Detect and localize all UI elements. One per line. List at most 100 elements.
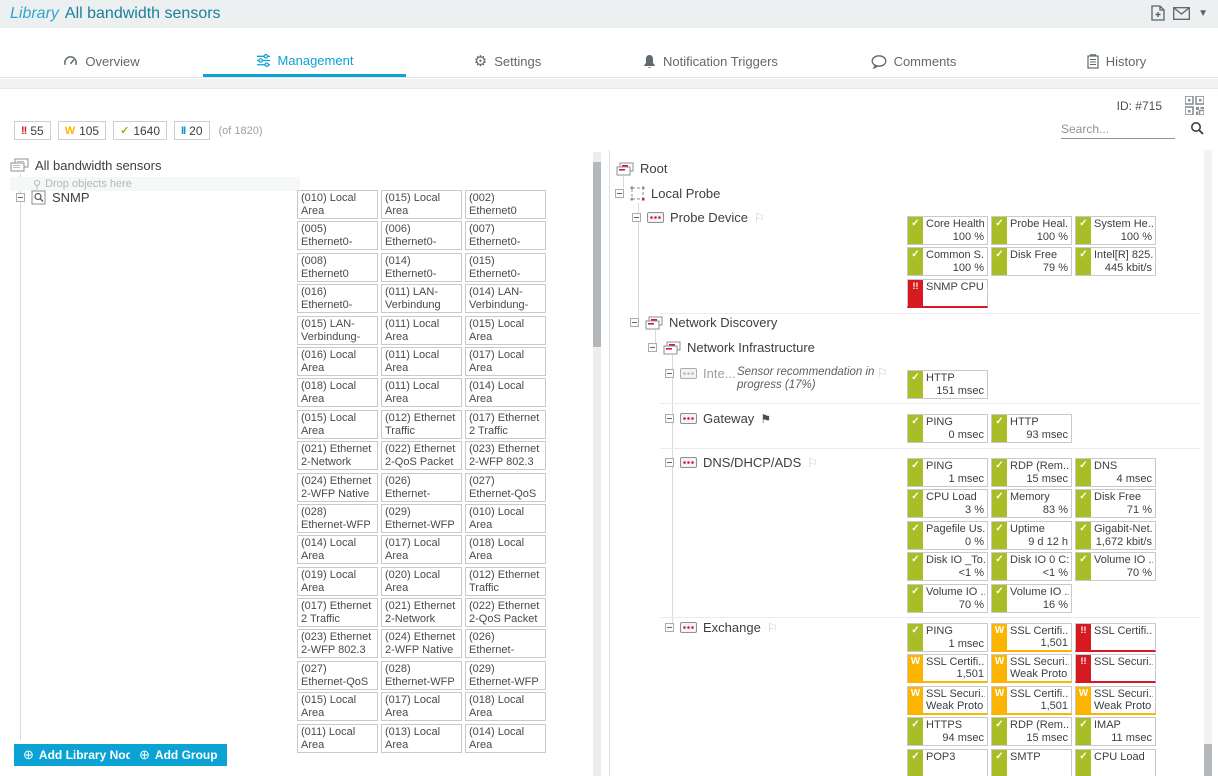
library-sensor-tile[interactable]: (011) Local Area — [381, 315, 462, 345]
collapse-toggle[interactable] — [665, 414, 674, 423]
library-sensor-tile[interactable]: (026) Ethernet-Network — [381, 472, 462, 502]
internet-device-row[interactable]: Inte... — [665, 366, 736, 381]
menu-caret-icon[interactable]: ▼ — [1198, 7, 1208, 19]
right-scrollbar-track[interactable] — [1204, 150, 1212, 776]
priority-flag-icon[interactable]: ⚐ — [766, 620, 778, 635]
library-sensor-tile[interactable]: (029) Ethernet-WFP Native — [381, 503, 462, 533]
sensor-tile[interactable]: SSL Securi... Weak Proto... — [991, 654, 1072, 684]
collapse-toggle[interactable] — [16, 193, 25, 202]
library-sensor-tile[interactable]: (010) Local Area — [297, 190, 378, 219]
sensor-tile[interactable]: CPU Load — [1075, 748, 1156, 776]
probe-device-row[interactable]: Probe Device ⚐ — [632, 210, 765, 225]
sensor-tile[interactable]: RDP (Rem... 15 msec — [991, 458, 1072, 487]
library-sensor-tile[interactable]: (011) Local Area — [381, 378, 462, 408]
sensor-tile[interactable]: Disk IO 0 C: <1 % — [991, 552, 1072, 582]
library-sensor-tile[interactable]: (008) Ethernet0 Traffic — [297, 252, 378, 282]
sensor-tile[interactable]: Core Health 100 % — [907, 216, 988, 245]
sensor-tile[interactable]: Disk Free 71 % — [1075, 489, 1156, 519]
priority-flag-icon[interactable]: ⚐ — [754, 210, 765, 225]
tab-management[interactable]: Management — [203, 46, 406, 77]
sensor-tile[interactable]: Disk IO _To... <1 % — [907, 552, 988, 582]
library-sensor-tile[interactable]: (015) Ethernet0-QoS Packet — [465, 252, 546, 282]
library-sensor-tile[interactable]: (015) Local Area — [465, 315, 546, 345]
library-sensor-tile[interactable]: (015) Local Area — [297, 409, 378, 439]
up-count-badge[interactable]: ✓ 1640 — [113, 121, 168, 140]
library-sensor-tile[interactable]: (005) Ethernet0-WFP Native — [297, 221, 378, 251]
qr-code-icon[interactable] — [1185, 96, 1204, 115]
sensor-tile[interactable]: Uptime 9 d 12 h — [991, 520, 1072, 550]
sensor-tile[interactable]: SNMP CPU... — [907, 278, 988, 308]
library-sensor-tile[interactable]: (017) Local Area — [381, 535, 462, 565]
library-root-row[interactable]: All bandwidth sensors — [10, 158, 161, 173]
collapse-toggle[interactable] — [615, 189, 624, 198]
network-infrastructure-row[interactable]: Network Infrastructure — [648, 340, 815, 355]
library-sensor-tile[interactable]: (007) Ethernet0-WFP 802.3 — [465, 221, 546, 251]
sensor-tile[interactable]: DNS 4 msec — [1075, 458, 1156, 487]
sensor-tile[interactable]: Gigabit-Net... 1,672 kbit/s — [1075, 520, 1156, 550]
library-sensor-tile[interactable]: (027) Ethernet-QoS Packet — [297, 660, 378, 690]
library-sensor-tile[interactable]: (014) Local Area — [297, 535, 378, 565]
dns-device-row[interactable]: DNS/DHCP/ADS ⚐ — [665, 455, 818, 470]
add-group-button[interactable]: ⊕ Add Group — [130, 744, 227, 766]
library-sensor-tile[interactable]: (012) Ethernet Traffic — [381, 409, 462, 439]
sensor-tile[interactable]: SSL Certifi... 1,501 — [991, 685, 1072, 715]
library-sensor-tile[interactable]: (014) Local Area — [465, 723, 546, 753]
sensor-tile[interactable]: Memory 83 % — [991, 489, 1072, 519]
right-scrollbar-thumb[interactable] — [1204, 744, 1212, 776]
sensor-tile[interactable]: POP3 — [907, 748, 988, 776]
add-library-node-button[interactable]: ⊕ Add Library Node — [14, 744, 149, 766]
sensor-tile[interactable]: CPU Load 3 % — [907, 489, 988, 519]
sensor-tile[interactable]: Probe Heal... 100 % — [991, 216, 1072, 245]
priority-flag-icon[interactable]: ⚐ — [807, 455, 819, 470]
library-sensor-tile[interactable]: (016) Local Area — [297, 346, 378, 376]
library-sensor-tile[interactable]: (006) Ethernet0-QoS Packet — [381, 221, 462, 251]
sensor-tile[interactable]: SSL Securi... — [1075, 654, 1156, 684]
sensor-tile[interactable]: HTTP 93 msec — [991, 414, 1072, 443]
library-sensor-tile[interactable]: (028) Ethernet-WFP 802.3 — [297, 503, 378, 533]
library-sensor-tile[interactable]: (021) Ethernet 2-Network — [297, 441, 378, 471]
collapse-toggle[interactable] — [632, 213, 641, 222]
tab-settings[interactable]: ⚙ Settings — [406, 46, 609, 77]
add-report-icon[interactable] — [1151, 5, 1165, 21]
collapse-toggle[interactable] — [665, 458, 674, 467]
library-sensor-tile[interactable]: (015) Local Area — [381, 190, 462, 219]
library-sensor-tile[interactable]: (014) LAN-Verbindung-QoS — [465, 284, 546, 314]
sensor-tile[interactable]: Common S... 100 % — [907, 247, 988, 277]
library-sensor-tile[interactable]: (022) Ethernet 2-QoS Packet — [381, 441, 462, 471]
collapse-toggle[interactable] — [630, 318, 639, 327]
drop-target[interactable]: ⚲ Drop objects here — [10, 177, 300, 191]
gateway-device-row[interactable]: Gateway ⚑ — [665, 411, 771, 426]
library-sensor-tile[interactable]: (011) Local Area — [297, 723, 378, 753]
library-sensor-tile[interactable]: (019) Local Area — [297, 566, 378, 596]
sensor-tile[interactable]: Volume IO ... 16 % — [991, 583, 1072, 613]
library-sensor-tile[interactable]: (022) Ethernet 2-QoS Packet — [465, 598, 546, 628]
library-sensor-tile[interactable]: (026) Ethernet-Network — [465, 629, 546, 659]
library-sensor-tile[interactable]: (016) Ethernet0-WFP 802.3 — [297, 284, 378, 314]
priority-flag-icon[interactable]: ⚑ — [760, 411, 772, 426]
error-count-badge[interactable]: !! 55 — [14, 121, 51, 140]
library-sensor-tile[interactable]: (017) Local Area — [465, 346, 546, 376]
sensor-tile[interactable]: SSL Securi... Weak Proto... — [907, 685, 988, 715]
network-discovery-row[interactable]: Network Discovery — [630, 315, 777, 330]
collapse-toggle[interactable] — [665, 623, 674, 632]
library-sensor-tile[interactable]: (020) Local Area — [381, 566, 462, 596]
tab-comments[interactable]: Comments — [812, 46, 1015, 77]
sensor-tile[interactable]: PING 1 msec — [907, 458, 988, 487]
library-sensor-tile[interactable]: (017) Ethernet 2 Traffic — [465, 409, 546, 439]
library-sensor-tile[interactable]: (029) Ethernet-WFP Native — [465, 660, 546, 690]
sensor-tile[interactable]: SSL Certifi... 1,501 — [907, 654, 988, 684]
library-sensor-tile[interactable]: (028) Ethernet-WFP 802.3 — [381, 660, 462, 690]
email-icon[interactable] — [1173, 6, 1191, 20]
sensor-tile[interactable]: HTTPS 94 msec — [907, 717, 988, 747]
library-sensor-tile[interactable]: (017) Local Area — [381, 692, 462, 722]
library-sensor-tile[interactable]: (018) Local Area — [297, 378, 378, 408]
sensor-tile[interactable]: HTTP 151 msec — [907, 370, 988, 399]
sensor-tile[interactable]: System He... 100 % — [1075, 216, 1156, 245]
library-sensor-tile[interactable]: (027) Ethernet-QoS Packet — [465, 472, 546, 502]
library-sensor-tile[interactable]: (014) Ethernet0-WFP Native — [381, 252, 462, 282]
sensor-tile[interactable]: IMAP 11 msec — [1075, 717, 1156, 747]
library-sensor-tile[interactable]: (002) Ethernet0 Traffic — [465, 190, 546, 219]
sensor-tile[interactable]: PING 0 msec — [907, 414, 988, 443]
root-group-row[interactable]: Root — [616, 161, 667, 176]
sensor-tile[interactable]: Volume IO ... 70 % — [907, 583, 988, 613]
